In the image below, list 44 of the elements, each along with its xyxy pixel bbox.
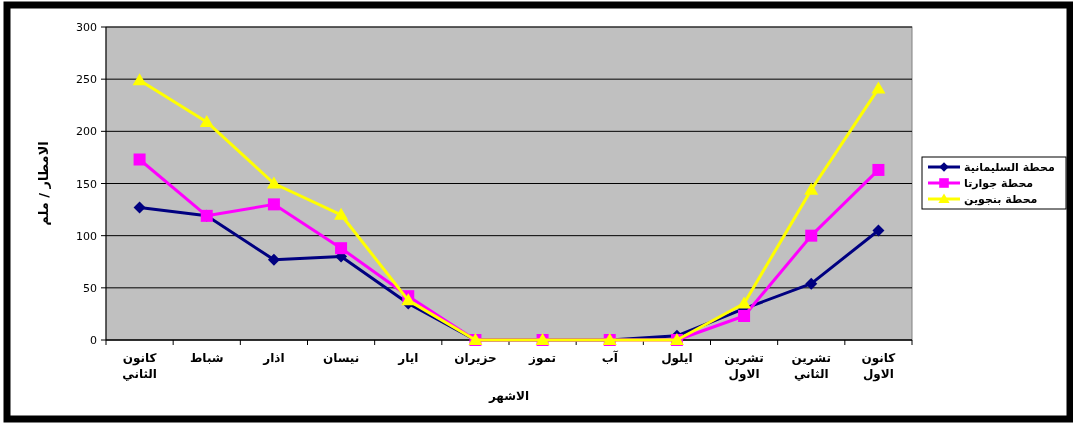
point (334, 207, 349, 220)
point (738, 310, 751, 322)
legend-item: محطة بنجوين (928, 193, 1038, 206)
x-tick-label: ايلول (661, 351, 693, 366)
x-tick-label: كانون الثاني (122, 351, 157, 381)
y-tick-label: 150 (76, 177, 97, 191)
x-axis-title: الاشهر (487, 389, 530, 403)
point (871, 81, 886, 94)
x-tick-label: ايار (397, 351, 419, 365)
x-tick-label: تشرين الثاني (791, 351, 831, 381)
point (199, 114, 214, 127)
x-tick-label: تشرين الاول (724, 351, 764, 382)
legend-label: محطة جوارتا (964, 177, 1034, 190)
x-tick-label: آب (601, 350, 619, 365)
legend-label: محطة السليمانية (964, 161, 1055, 174)
x-tick-label: اذار (262, 351, 285, 365)
y-tick-label: 300 (76, 21, 97, 34)
point (267, 253, 280, 266)
point (267, 198, 280, 211)
y-tick-label: 200 (76, 125, 97, 139)
point (805, 229, 818, 242)
y-tick-label: 100 (76, 229, 97, 243)
point (266, 176, 281, 189)
y-tick-label: 0 (90, 334, 97, 347)
x-tick-label: نيسان (322, 351, 360, 365)
y-tick-label: 250 (76, 73, 97, 87)
point (737, 296, 752, 309)
point (133, 201, 146, 214)
x-tick-label: تموز (528, 351, 557, 366)
point (872, 224, 885, 237)
x-tick-label: حزيران (454, 351, 497, 365)
point (804, 182, 819, 195)
point (133, 153, 146, 166)
legend-item: محطة جوارتا (928, 177, 1034, 190)
point (335, 242, 348, 255)
legend-label: محطة بنجوين (964, 193, 1038, 206)
legend-item: محطة السليمانية (928, 161, 1055, 174)
point (872, 163, 885, 176)
y-tick-label: 50 (83, 281, 97, 295)
x-tick-label: كانون الاول (861, 351, 896, 382)
point (132, 73, 147, 86)
y-axis-title: الامطار / ملم (36, 141, 51, 226)
point (805, 277, 818, 290)
x-tick-label: شباط (189, 351, 224, 365)
